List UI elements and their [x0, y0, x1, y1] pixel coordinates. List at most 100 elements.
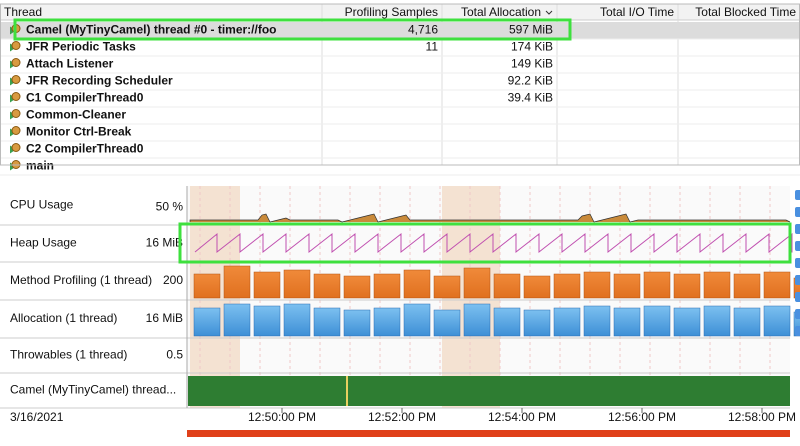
method-bar — [493, 273, 521, 299]
column-header: Total I/O Time — [600, 5, 674, 19]
allocation-bar — [523, 309, 551, 337]
thread-icon — [11, 75, 21, 84]
time-tick-label: 12:56:00 PM — [608, 410, 676, 424]
lane-scale: 0.5 — [166, 348, 183, 362]
thread-name: JFR Periodic Tasks — [26, 40, 136, 54]
thread-icon — [11, 109, 21, 118]
method-bar — [463, 267, 491, 299]
heap-line — [194, 232, 793, 254]
side-marker — [795, 207, 800, 217]
side-marker — [795, 224, 800, 234]
highlight — [13, 18, 572, 41]
side-marker — [795, 258, 800, 268]
lane-label: Allocation (1 thread) — [10, 311, 117, 325]
thread-icon — [11, 58, 21, 67]
allocation-bar — [343, 309, 371, 337]
allocation-bar — [733, 307, 761, 337]
total-allocation: 39.4 KiB — [508, 91, 553, 105]
allocation-bar — [643, 305, 671, 337]
allocation-bar — [703, 305, 731, 337]
date-label: 3/16/2021 — [10, 410, 64, 424]
allocation-bar — [613, 307, 641, 337]
side-marker — [795, 292, 800, 302]
method-bar — [253, 271, 281, 299]
allocation-bar — [583, 305, 611, 337]
profiling-samples: 11 — [426, 40, 439, 54]
thread-name: C2 CompilerThread0 — [26, 142, 144, 156]
thread-name: Monitor Ctrl-Break — [26, 125, 132, 139]
method-bar — [553, 273, 581, 299]
thread-name: Camel (MyTinyCamel) thread #0 - timer://… — [26, 23, 277, 37]
sort-arrow — [545, 10, 553, 15]
side-marker — [795, 326, 800, 336]
method-bar — [223, 265, 251, 299]
lane-label: Method Profiling (1 thread) — [10, 273, 152, 287]
row-selected — [0, 22, 800, 39]
side-marker — [795, 309, 800, 319]
time-tick-label: 12:58:00 PM — [728, 410, 796, 424]
thread-icon — [11, 143, 21, 152]
allocation-bar — [763, 305, 791, 337]
thread-icon — [11, 126, 21, 135]
allocation-bar — [463, 303, 491, 337]
column-header: Total Blocked Time — [695, 5, 796, 19]
lane-label: CPU Usage — [10, 198, 74, 212]
method-bar — [763, 271, 791, 299]
method-bar — [433, 275, 461, 299]
lane-scale: 200 — [163, 273, 183, 287]
method-bar — [613, 273, 641, 299]
lane-label: Camel (MyTinyCamel) thread... — [10, 383, 176, 397]
cpu-line — [189, 213, 791, 223]
allocation-bar — [223, 303, 251, 337]
method-bar — [583, 271, 611, 299]
method-bar — [283, 269, 311, 299]
total-allocation: 149 KiB — [511, 57, 553, 71]
total-allocation: 597 MiB — [509, 23, 553, 37]
range-bar — [187, 430, 790, 437]
method-bar — [373, 273, 401, 299]
thread-name: Attach Listener — [26, 57, 114, 71]
side-marker — [795, 275, 800, 285]
method-bar — [313, 273, 341, 299]
lane-scale: 16 MiB — [146, 236, 183, 250]
method-bar — [673, 273, 701, 299]
profiling-samples: 4,716 — [408, 23, 438, 37]
total-allocation: 92.2 KiB — [508, 74, 553, 88]
time-tick-label: 12:54:00 PM — [488, 410, 556, 424]
thread-name: main — [26, 159, 54, 173]
thread-name: C1 CompilerThread0 — [26, 91, 144, 105]
side-marker — [795, 190, 800, 200]
thread-icon — [11, 41, 21, 50]
lane-label: Throwables (1 thread) — [10, 348, 127, 362]
allocation-bar — [493, 307, 521, 337]
allocation-bar — [193, 307, 221, 337]
highlight — [178, 222, 792, 264]
thread-name: JFR Recording Scheduler — [26, 74, 173, 88]
allocation-bar — [403, 303, 431, 337]
allocation-bar — [793, 311, 800, 337]
allocation-bar — [553, 307, 581, 337]
method-bar — [523, 275, 551, 299]
allocation-bar — [253, 305, 281, 337]
allocation-bar — [673, 307, 701, 337]
column-header: Thread — [4, 5, 42, 19]
time-tick-label: 12:52:00 PM — [368, 410, 436, 424]
lane-scale: 50 % — [156, 200, 184, 214]
thread-state — [188, 376, 790, 406]
method-bar — [793, 277, 800, 299]
lane-label: Heap Usage — [10, 236, 77, 250]
allocation-bar — [373, 307, 401, 337]
column-header: Profiling Samples — [345, 5, 438, 19]
allocation-bar — [313, 307, 341, 337]
thread-name: Common-Cleaner — [26, 108, 126, 122]
thread-icon — [11, 92, 21, 101]
method-bar — [403, 269, 431, 299]
method-bar — [343, 275, 371, 299]
column-header: Total Allocation — [461, 5, 541, 19]
method-bar — [703, 271, 731, 299]
allocation-bar — [433, 309, 461, 337]
side-marker — [795, 241, 800, 251]
method-bar — [733, 273, 761, 299]
lane-scale: 16 MiB — [146, 311, 183, 325]
